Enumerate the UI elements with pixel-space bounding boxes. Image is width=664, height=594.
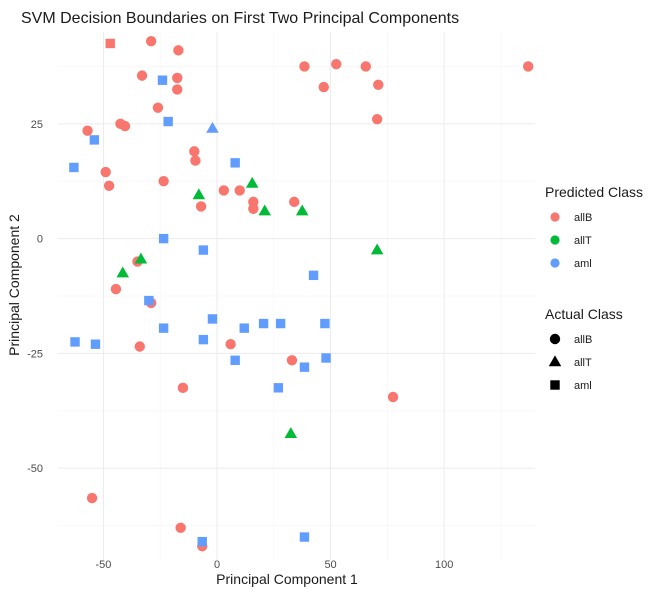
data-point: [157, 75, 168, 85]
data-point: [163, 116, 173, 127]
data-point: [103, 180, 115, 192]
data-point: [299, 61, 310, 72]
legend-actual-title: Actual Class: [545, 306, 623, 322]
data-point: [289, 196, 300, 208]
data-point: [331, 58, 342, 70]
data-point: [82, 125, 93, 136]
data-point: [86, 492, 98, 504]
data-point: [173, 45, 184, 56]
data-point: [522, 61, 534, 72]
data-point: [230, 158, 240, 168]
legend-predicted-key: [550, 258, 560, 268]
data-point: [258, 204, 271, 216]
data-point: [89, 135, 100, 145]
x-tick-label: 100: [435, 559, 453, 571]
x-axis-title: Principal Component 1: [216, 571, 358, 587]
x-tick-label: 50: [324, 559, 336, 571]
data-point: [189, 146, 200, 157]
legend-actual-key: [550, 380, 560, 390]
legend-actual-class: Actual Class allB allT aml: [545, 306, 623, 392]
data-point: [134, 252, 148, 264]
data-point: [225, 339, 236, 350]
data-point: [134, 341, 145, 352]
x-axis-ticks: -50 0 50 100: [95, 559, 453, 571]
data-points: [69, 35, 534, 552]
chart-title: SVM Decision Boundaries on First Two Pri…: [21, 10, 459, 27]
data-point: [69, 162, 79, 173]
data-point: [152, 102, 164, 113]
data-point: [190, 155, 201, 166]
legend-predicted-label: allB: [574, 212, 592, 224]
data-point: [198, 245, 209, 255]
data-point: [175, 522, 186, 534]
data-point: [299, 362, 310, 372]
data-point: [177, 382, 189, 394]
data-point: [258, 318, 269, 329]
data-point: [172, 72, 183, 84]
data-point: [239, 323, 249, 333]
data-point: [284, 427, 298, 439]
data-point: [90, 339, 101, 349]
legend-predicted-label: allT: [574, 235, 592, 247]
data-point: [206, 121, 219, 133]
data-point: [70, 337, 80, 347]
data-point: [245, 176, 259, 188]
legend-predicted-label: aml: [574, 258, 592, 270]
legend-predicted-title: Predicted Class: [545, 184, 643, 200]
y-axis-title: Principal Component 2: [6, 214, 22, 356]
data-point: [198, 334, 209, 345]
data-point: [248, 203, 259, 214]
data-point: [273, 383, 284, 393]
data-point: [172, 84, 183, 95]
data-point: [195, 201, 207, 212]
data-point: [234, 185, 245, 196]
plot-grid: [58, 32, 535, 560]
y-tick-label: -25: [27, 348, 43, 360]
x-tick-label: -50: [95, 559, 111, 571]
data-point: [371, 114, 383, 125]
data-point: [295, 204, 309, 216]
data-point: [116, 266, 130, 278]
legend-actual-label: aml: [574, 380, 592, 392]
legend-actual-label: allT: [574, 357, 592, 369]
data-point: [218, 185, 230, 196]
data-point: [158, 233, 169, 244]
data-point: [360, 61, 371, 72]
y-tick-label: 25: [31, 119, 43, 131]
data-point: [192, 188, 206, 200]
data-point: [318, 81, 329, 93]
data-point: [105, 38, 115, 49]
data-point: [207, 314, 218, 324]
y-tick-label: -50: [27, 463, 43, 475]
data-point: [145, 35, 157, 47]
legend-predicted-key: [550, 235, 560, 245]
data-point: [370, 243, 384, 255]
data-point: [110, 283, 122, 295]
data-point: [100, 166, 111, 178]
data-point: [373, 79, 384, 91]
data-point: [286, 355, 298, 366]
data-point: [230, 355, 240, 365]
data-point: [197, 536, 207, 547]
legend-predicted-key: [550, 212, 560, 222]
data-point: [144, 295, 154, 306]
data-point: [119, 120, 131, 132]
x-tick-label: 0: [214, 559, 220, 571]
data-point: [320, 318, 330, 329]
data-point: [387, 391, 399, 403]
data-point: [275, 318, 286, 329]
legend-predicted-class: Predicted Class allB allT aml: [545, 184, 643, 270]
data-point: [308, 270, 319, 281]
y-tick-label: 0: [37, 234, 43, 246]
data-point: [136, 70, 148, 81]
legend-actual-label: allB: [574, 334, 592, 346]
y-axis-ticks: -50 -25 0 25: [27, 119, 43, 475]
legend-actual-key: [548, 355, 562, 367]
data-point: [299, 532, 310, 542]
legend-actual-key: [549, 333, 561, 345]
data-point: [158, 176, 169, 187]
data-point: [321, 353, 331, 363]
data-point: [158, 323, 169, 333]
